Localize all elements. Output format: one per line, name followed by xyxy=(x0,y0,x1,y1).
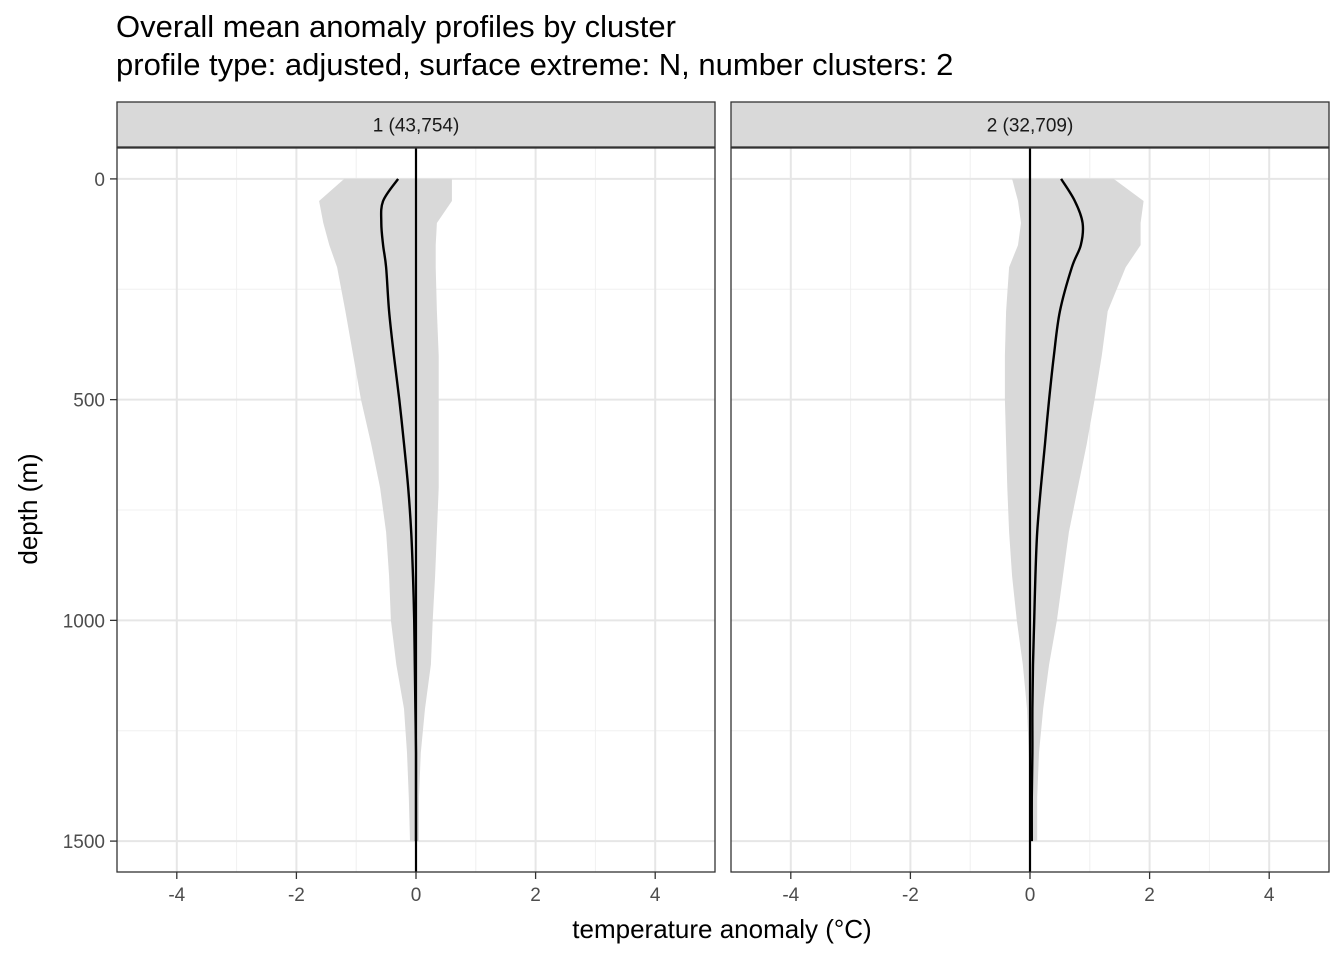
x-tick-label: -2 xyxy=(288,885,305,906)
facet-strip-label: 2 (32,709) xyxy=(987,116,1074,137)
facet-strip xyxy=(116,101,716,148)
uncertainty-band xyxy=(319,178,452,842)
facet-strip-label: 1 (43,754) xyxy=(373,116,460,137)
y-tick-label: 1000 xyxy=(63,611,105,632)
x-tick-label: 0 xyxy=(1025,885,1036,906)
mean-profile-line xyxy=(1030,178,1085,842)
chart-title-block: Overall mean anomaly profiles by cluster… xyxy=(116,8,953,84)
chart-title: Overall mean anomaly profiles by cluster xyxy=(116,9,676,44)
y-axis: 0 500 1000 1500 xyxy=(63,170,117,853)
x-tick-label: 4 xyxy=(1264,885,1275,906)
facet-strip xyxy=(730,101,1330,148)
y-tick-label: 500 xyxy=(73,391,105,412)
panels-layer: 1 (43,754) -4 -2 0 2 4 2 (32,709) -4 -2 0 2 4 xyxy=(116,101,1330,906)
y-tick-label: 0 xyxy=(94,170,105,191)
chart-subtitle: profile type: adjusted, surface extreme:… xyxy=(116,47,954,82)
panel-1: 1 (43,754) -4 -2 0 2 4 xyxy=(116,101,716,906)
panel-2: 2 (32,709) -4 -2 0 2 4 xyxy=(730,101,1330,906)
x-tick-label: -2 xyxy=(902,885,919,906)
x-axis-title: temperature anomaly (°C) xyxy=(572,914,871,944)
y-axis-title: depth (m) xyxy=(13,453,43,564)
mean-profile-line xyxy=(379,178,418,842)
uncertainty-band xyxy=(1004,178,1144,842)
x-tick-label: 4 xyxy=(650,885,661,906)
x-tick-label: 2 xyxy=(530,885,541,906)
x-tick-label: -4 xyxy=(782,885,799,906)
x-tick-label: 2 xyxy=(1144,885,1155,906)
x-tick-label: 0 xyxy=(411,885,422,906)
y-tick-label: 1500 xyxy=(63,832,105,853)
x-tick-label: -4 xyxy=(168,885,185,906)
